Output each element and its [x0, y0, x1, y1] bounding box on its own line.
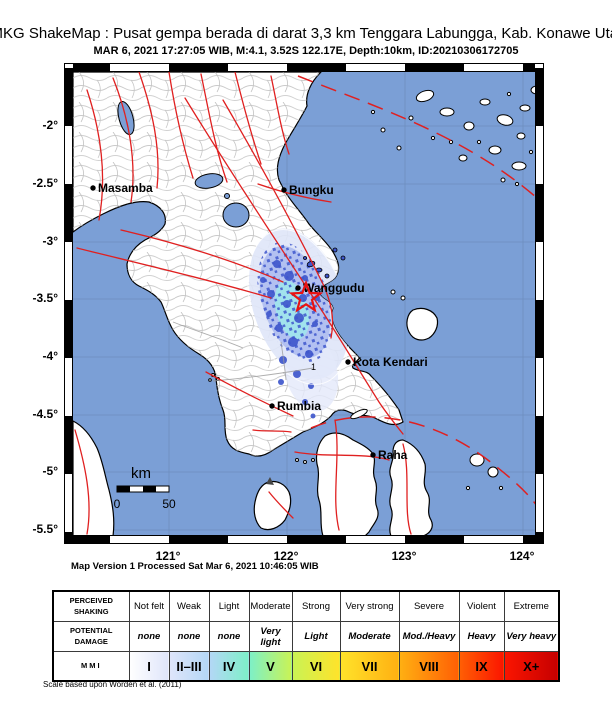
lat-label: -4.5° [32, 407, 58, 421]
landmass-islands [73, 85, 535, 535]
shaking-cell: Light [208, 590, 250, 622]
damage-cell: Moderate [339, 621, 400, 652]
cities: Masamba Bungku Wanggudu Kota Kendari Rum… [90, 181, 428, 462]
city-label: Bungku [289, 183, 334, 197]
damage-cell: Mod./Heavy [398, 621, 460, 652]
shaking-cell: Weak [168, 590, 210, 622]
shaking-cell: Violent [458, 590, 505, 622]
lon-label: 122° [273, 549, 299, 563]
row-header-mmi: MMI [52, 651, 130, 682]
map-canvas: 1 Masamba Bungku Wanggudu Kota Kendari R… [72, 71, 536, 536]
lat-label: -2.5° [32, 176, 58, 190]
scale-bar: km 0 50 [114, 465, 176, 511]
lat-label: -5.5° [32, 522, 58, 536]
damage-cell: Very heavy [503, 621, 560, 652]
contour-label: 1 [311, 362, 316, 372]
lat-label: -3.5° [32, 291, 58, 305]
shaking-cell: Extreme [503, 590, 560, 622]
mmi-cell: X+ [503, 651, 560, 682]
mmi-cell: V [248, 651, 293, 682]
scale-footnote: Scale based upon Worden et al. (2011) [43, 680, 182, 689]
frame-border-bottom [65, 535, 543, 543]
fault-lines [74, 72, 412, 535]
frame-border-top [65, 64, 543, 72]
epicenter-star [288, 279, 324, 313]
event-subtitle: MAR 6, 2021 17:27:05 WIB, M:4.1, 3.52S 1… [93, 45, 519, 57]
scale-end: 50 [162, 497, 176, 511]
map-svg: 1 Masamba Bungku Wanggudu Kota Kendari R… [73, 72, 535, 535]
admin-boundaries [172, 321, 314, 382]
lon-label: 121° [155, 549, 181, 563]
trench-dashed-lines [297, 75, 535, 505]
mmi-cell: VII [339, 651, 400, 682]
mmi-cell: VI [291, 651, 341, 682]
city-label: Rumbia [277, 399, 321, 413]
damage-cell: Light [291, 621, 341, 652]
potential-damage-row: POTENTIAL DAMAGE none none none Very lig… [52, 621, 560, 652]
lon-label: 123° [391, 549, 417, 563]
city-label: Kota Kendari [353, 355, 428, 369]
lon-label: 124° [509, 549, 535, 563]
shaking-cell: Not felt [128, 590, 170, 622]
city-label: Wanggudu [303, 281, 365, 295]
damage-cell: none [208, 621, 250, 652]
damage-cell: none [168, 621, 210, 652]
city-label: Raha [378, 448, 408, 462]
mmi-cell: IV [208, 651, 250, 682]
mmi-cell: II–III [168, 651, 210, 682]
damage-cell: Heavy [458, 621, 505, 652]
lat-label: -3° [42, 234, 58, 248]
mmi-cell: VIII [398, 651, 460, 682]
mmi-row: MMI I II–III IV V VI VII VIII IX X+ [52, 651, 560, 682]
map-frame: 1 Masamba Bungku Wanggudu Kota Kendari R… [64, 63, 544, 544]
mmi-legend-table: PERCEIVED SHAKING Not felt Weak Light Mo… [52, 590, 560, 682]
mmi-cell: IX [458, 651, 505, 682]
shaking-cell: Very strong [339, 590, 400, 622]
row-header-damage: POTENTIAL DAMAGE [52, 621, 130, 652]
shaking-cell: Severe [398, 590, 460, 622]
scale-unit: km [131, 465, 151, 482]
frame-border-right [535, 64, 543, 543]
city-label: Masamba [98, 181, 153, 195]
row-header-shaking: PERCEIVED SHAKING [52, 590, 130, 622]
map-version-note: Map Version 1 Processed Sat Mar 6, 2021 … [71, 561, 319, 572]
scale-start: 0 [114, 497, 121, 511]
lat-label: -2° [42, 118, 58, 132]
shaking-cell: Strong [291, 590, 341, 622]
perceived-shaking-row: PERCEIVED SHAKING Not felt Weak Light Mo… [52, 590, 560, 622]
lat-label: -5° [42, 464, 58, 478]
frame-border-left [65, 64, 73, 543]
damage-cell: Very light [248, 621, 293, 652]
shaking-cell: Moderate [248, 590, 293, 622]
damage-cell: none [128, 621, 170, 652]
lat-label: -4° [42, 349, 58, 363]
page-title: BMKG ShakeMap : Pusat gempa berada di da… [0, 25, 612, 42]
mmi-cell: I [128, 651, 170, 682]
